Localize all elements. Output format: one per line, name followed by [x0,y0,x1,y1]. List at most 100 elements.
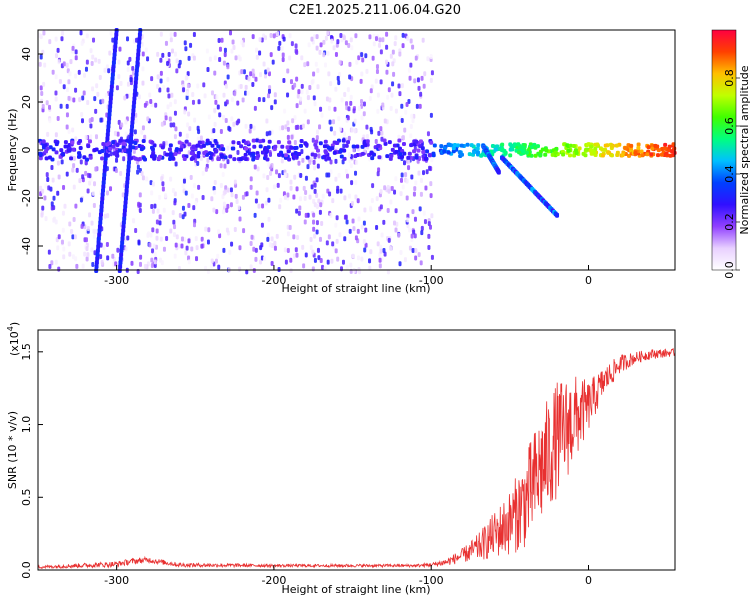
spectrogram-cell [96,91,100,97]
spectrogram-cell [106,128,111,133]
spectrogram-cell [286,149,291,154]
spectrogram-cell [166,104,170,110]
spectrogram-cell [170,92,174,98]
spectrogram-cell [106,255,110,261]
spectrogram-cell [101,141,106,146]
spectrogram-cell [603,147,608,152]
snr-x-ticks: -300 -200 -100 0 [104,565,592,587]
spectrogram-cell [316,84,320,90]
spectrogram-cell [343,236,347,242]
spectrogram-cell [74,203,78,209]
snr-frame [37,329,676,571]
snr-x-label: Height of straight line (km) [281,583,430,596]
spectrogram-cell [266,232,270,238]
spectrogram-cell [213,179,217,185]
spectrogram-cell [645,152,650,157]
spectrogram-cell [378,257,382,263]
spectrogram-cell [193,117,197,123]
spectrogram-cell [475,146,480,151]
spectrogram-cell [334,248,338,254]
spectrogram-cell [107,68,111,74]
spectrogram-cell [270,129,274,135]
spectrogram-cell [390,185,394,191]
spectrogram-cell [390,92,394,98]
spectrogram-cell [133,129,137,135]
spectrogram-cell [167,93,171,99]
spectrogram-cell [313,165,317,171]
spectrogram-cell [77,151,82,156]
spectrogram-cell [493,147,498,152]
spectrogram-cell [71,147,76,152]
spectrogram-cell [85,33,89,39]
spectrogram-cell [374,78,378,84]
spectrogram-cell [251,81,255,87]
spectrogram-cell [101,188,106,193]
spectrogram-cell [307,42,311,48]
spectrogram-cell [57,174,61,180]
spectrogram-cell [304,175,308,181]
spectrogram-cell [385,69,389,75]
spectrogram-cell [143,102,147,108]
spectrogram-cell [138,208,142,214]
spectrogram-cell [258,139,263,144]
spectrogram-cell [238,56,242,62]
spectrogram-cell [659,152,664,157]
spectrogram-cell [295,49,299,55]
spectrogram-cell [44,216,48,222]
spectrogram-cell [184,139,189,144]
spectrogram-cell [336,39,340,45]
spectrogram-cell [372,41,376,47]
spectrogram-cell [383,141,388,146]
spectrogram-cell [593,146,598,151]
spectrogram-cell [300,89,304,95]
spectrogram-cell [249,176,253,182]
spectrogram-cell [96,240,101,245]
spectrogram-cell [331,198,335,204]
spectrogram-cell [43,62,47,68]
spectrogram-cell [113,44,118,49]
spectrogram-cell [99,254,103,260]
spectrogram-cell [59,103,63,109]
spectrogram-cell [121,228,126,233]
spectrogram-cell [230,48,234,54]
spectrogram-cell [86,100,90,106]
spectrogram-cell [156,74,160,80]
spectrogram-cell [78,138,83,143]
spectrogram-cell [408,75,412,81]
spectrogram-cell [191,92,195,98]
spectrogram-cell [411,247,415,253]
spectrogram-cell [342,156,347,161]
spectrogram-cell [410,113,414,119]
spectrogram-cell [63,144,68,149]
spectrogram-cell [459,143,464,148]
spectrogram-cell [187,238,191,244]
spectrogram-cell [178,212,182,218]
spectrogram-cell [316,163,320,169]
spectrogram-cell [38,61,42,67]
spectrogram-cell [150,147,155,152]
spectrogram-cell [83,251,87,257]
spectrogram-cell [429,193,433,199]
spectrogram-cell [225,207,229,213]
spectrogram-cell [94,57,98,63]
spectrogram-cell [312,226,316,232]
spectrogram-cell [372,33,376,39]
spectrogram-cell [409,133,413,139]
spectrogram-cell [401,184,405,190]
spectrogram-cell [315,192,319,198]
spectrogram-cell [276,31,280,37]
spectrogram-cell [292,146,297,151]
spectrogram-y-ticks: -40 -20 0 20 40 [20,47,43,255]
spectrogram-cell [351,144,356,149]
spectrogram-cell [148,242,152,248]
spectrogram-cell [414,55,418,61]
spectrogram-cell [134,228,138,234]
spectrogram-cell [264,200,268,206]
spectrogram-cell [70,228,74,234]
spectrogram-cell [257,203,261,209]
spectrogram-cell [338,126,342,132]
spectrogram-cell [328,119,332,125]
spectrogram-cell [398,261,402,267]
spectrogram-cell [126,60,130,66]
spectrogram-cell [230,97,234,103]
